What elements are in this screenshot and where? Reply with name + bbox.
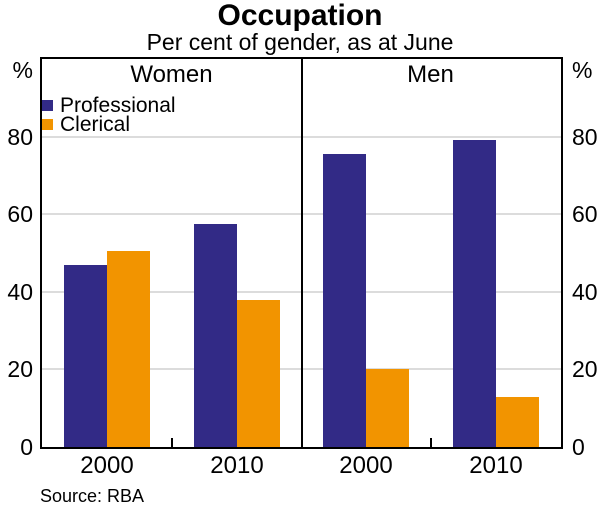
bar-women-professional-2010 — [194, 224, 237, 447]
y-tick-label-left-20: 20 — [7, 356, 33, 382]
bar-men-clerical-2010 — [496, 397, 539, 447]
y-tick-label-right-40: 40 — [572, 279, 598, 305]
panel-label-women: Women — [130, 61, 213, 88]
bar-women-clerical-2000 — [107, 251, 150, 447]
panel-label-men: Men — [407, 61, 454, 88]
legend-label-professional: Professional — [60, 94, 176, 117]
bar-women-clerical-2010 — [237, 300, 280, 447]
legend-swatch-professional-icon — [42, 100, 53, 111]
y-axis-unit-right: % — [572, 57, 593, 83]
x-label-men-2000: 2000 — [339, 452, 393, 479]
y-tick-label-left-60: 60 — [7, 201, 33, 227]
x-label-women-2010: 2010 — [210, 452, 264, 479]
legend-swatch-clerical-icon — [42, 119, 53, 130]
chart-subtitle: Per cent of gender, as at June — [146, 29, 454, 55]
bar-men-professional-2000 — [323, 154, 366, 447]
y-tick-label-right-80: 80 — [572, 124, 598, 150]
y-tick-label-left-40: 40 — [7, 279, 33, 305]
bar-women-professional-2000 — [64, 265, 107, 447]
y-tick-label-right-20: 20 — [572, 356, 598, 382]
y-tick-label-right-0: 0 — [572, 434, 585, 460]
y-tick-label-left-0: 0 — [20, 434, 33, 460]
y-tick-label-right-60: 60 — [572, 201, 598, 227]
legend-label-clerical: Clerical — [60, 113, 131, 136]
panel-divider-line — [301, 59, 303, 447]
category-tick-men — [430, 438, 432, 447]
bar-men-clerical-2000 — [366, 369, 409, 447]
chart-title: Occupation — [217, 0, 383, 32]
category-tick-women — [171, 438, 173, 447]
legend: Professional Clerical — [42, 94, 176, 136]
legend-item-professional: Professional — [42, 94, 176, 117]
x-label-men-2010: 2010 — [469, 452, 523, 479]
bar-men-professional-2010 — [453, 140, 496, 447]
legend-item-clerical: Clerical — [42, 113, 176, 136]
x-label-women-2000: 2000 — [80, 452, 134, 479]
plot-area — [40, 57, 563, 449]
y-axis-unit-left: % — [12, 57, 33, 83]
source-note: Source: RBA — [40, 486, 145, 506]
y-tick-label-left-80: 80 — [7, 124, 33, 150]
